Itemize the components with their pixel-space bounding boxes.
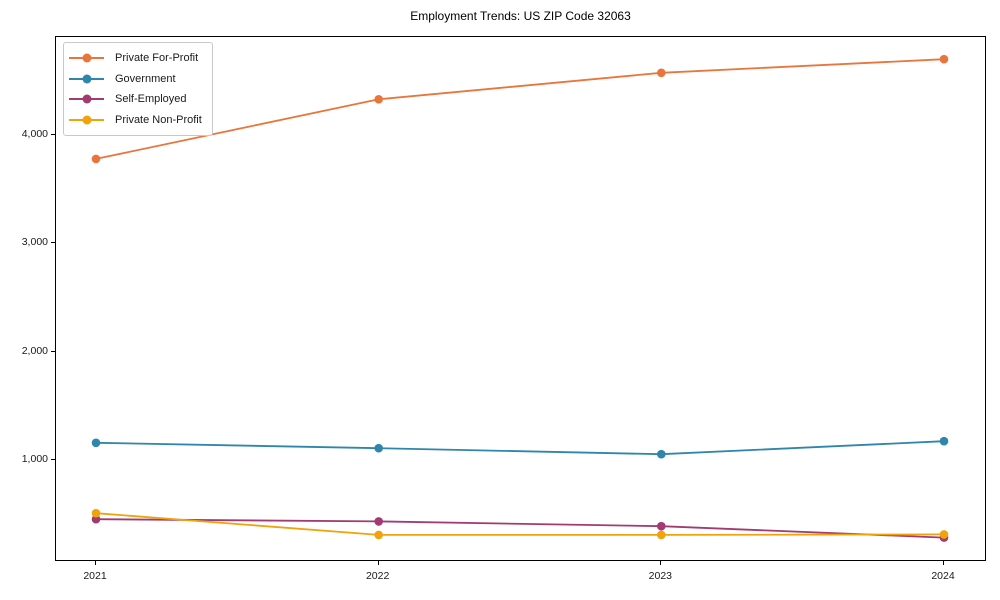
x-tick-mark (660, 561, 662, 565)
legend-item-private-non-profit: Private Non-Profit (69, 110, 202, 131)
legend-line-swatch (69, 115, 104, 125)
series-line-self-employed (95, 518, 945, 539)
legend-marker-icon (82, 53, 91, 63)
series-line-private-non-profit (95, 512, 945, 536)
plot-area: Private For-Profit Government Self-Employe… (55, 36, 986, 561)
x-tick-mark (377, 561, 379, 565)
legend-marker-icon (82, 74, 91, 84)
data-point-government (657, 449, 666, 459)
data-point-self-employed (657, 521, 666, 531)
data-point-private-for-profit (91, 154, 101, 164)
legend-item-self-employed: Self-Employed (69, 89, 202, 110)
legend-label: Private Non-Profit (115, 113, 202, 126)
data-point-self-employed (91, 514, 101, 524)
legend-item-government: Government (69, 69, 202, 90)
x-tick-label: 2022 (365, 570, 390, 582)
y-tick-label: 3,000 (21, 236, 48, 249)
x-tick-mark (95, 561, 96, 565)
legend-label: Self-Employed (115, 93, 187, 106)
x-tick-mark (943, 561, 944, 565)
data-point-private-non-profit (374, 530, 384, 540)
data-point-government (939, 436, 949, 446)
y-tick-label: 4,000 (21, 128, 48, 141)
y-tick-mark (51, 242, 55, 244)
y-tick-mark (51, 350, 55, 352)
legend-item-private-for-profit: Private For-Profit (69, 48, 202, 69)
legend-line-swatch (69, 53, 104, 63)
data-point-private-non-profit (939, 530, 949, 539)
data-point-private-for-profit (939, 54, 949, 64)
x-tick-label: 2024 (931, 570, 955, 582)
data-point-government (374, 443, 384, 453)
y-tick-label: 1,000 (21, 453, 48, 466)
y-tick-mark (51, 134, 55, 136)
data-point-private-non-profit (91, 508, 101, 518)
data-point-private-non-profit (657, 530, 666, 540)
legend: Private For-Profit Government Self-Employe… (63, 42, 213, 136)
x-tick-label: 2023 (648, 570, 672, 582)
legend-label: Private For-Profit (115, 52, 199, 65)
legend-label: Government (115, 72, 176, 85)
data-point-private-for-profit (374, 95, 384, 104)
series-line-government (95, 440, 945, 456)
x-tick-label: 2021 (83, 570, 107, 582)
chart-title: Employment Trends: US ZIP Code 32063 (410, 9, 631, 23)
legend-line-swatch (69, 94, 104, 104)
legend-marker-icon (82, 115, 91, 125)
data-point-private-for-profit (657, 68, 666, 78)
data-point-self-employed (374, 517, 384, 526)
y-tick-mark (51, 459, 55, 461)
data-point-government (91, 438, 101, 448)
series-line-private-for-profit (95, 58, 945, 160)
legend-marker-icon (82, 94, 91, 104)
y-tick-label: 2,000 (21, 344, 48, 357)
legend-line-swatch (69, 74, 104, 84)
series-svg (91, 54, 949, 542)
